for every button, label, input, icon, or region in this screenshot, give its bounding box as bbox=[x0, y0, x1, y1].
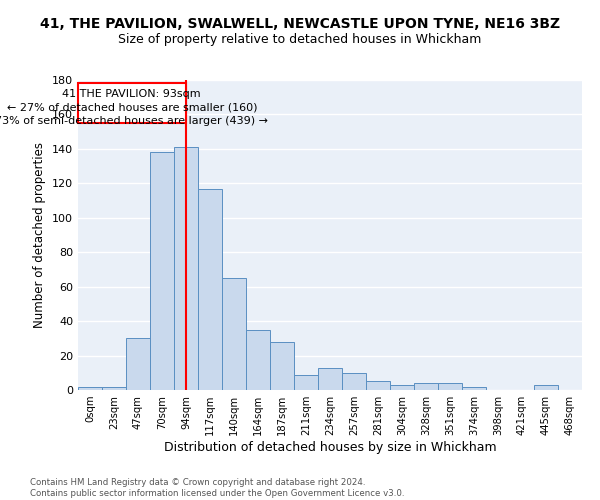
Bar bbox=[438, 383, 462, 390]
Bar bbox=[294, 374, 318, 390]
Text: ← 27% of detached houses are smaller (160): ← 27% of detached houses are smaller (16… bbox=[7, 102, 257, 113]
Text: 73% of semi-detached houses are larger (439) →: 73% of semi-detached houses are larger (… bbox=[0, 116, 268, 126]
Y-axis label: Number of detached properties: Number of detached properties bbox=[34, 142, 46, 328]
Bar bbox=[102, 386, 126, 390]
Text: 41 THE PAVILION: 93sqm: 41 THE PAVILION: 93sqm bbox=[62, 88, 201, 99]
Bar bbox=[246, 330, 270, 390]
Bar bbox=[534, 385, 558, 390]
Bar bbox=[78, 386, 102, 390]
Bar bbox=[342, 373, 366, 390]
Bar bbox=[318, 368, 342, 390]
X-axis label: Distribution of detached houses by size in Whickham: Distribution of detached houses by size … bbox=[164, 441, 496, 454]
Bar bbox=[126, 338, 150, 390]
Bar bbox=[198, 188, 222, 390]
Bar bbox=[414, 383, 438, 390]
Bar bbox=[270, 342, 294, 390]
Text: Contains HM Land Registry data © Crown copyright and database right 2024.
Contai: Contains HM Land Registry data © Crown c… bbox=[30, 478, 404, 498]
Bar bbox=[174, 147, 198, 390]
Bar bbox=[222, 278, 246, 390]
Bar bbox=[366, 382, 390, 390]
Bar bbox=[150, 152, 174, 390]
Bar bbox=[462, 386, 486, 390]
Text: 41, THE PAVILION, SWALWELL, NEWCASTLE UPON TYNE, NE16 3BZ: 41, THE PAVILION, SWALWELL, NEWCASTLE UP… bbox=[40, 18, 560, 32]
Bar bbox=[390, 385, 414, 390]
Bar bbox=[78, 84, 185, 123]
Text: Size of property relative to detached houses in Whickham: Size of property relative to detached ho… bbox=[118, 32, 482, 46]
